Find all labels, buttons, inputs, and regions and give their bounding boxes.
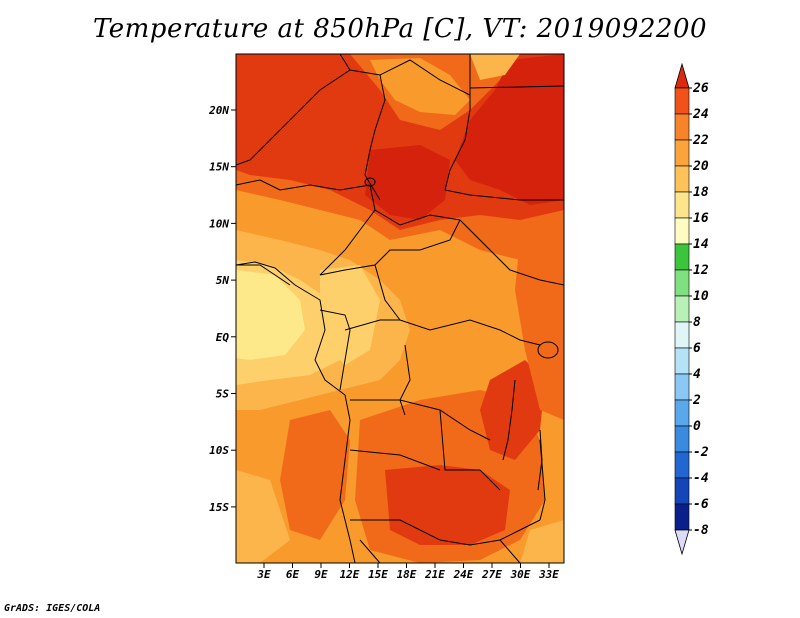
lon-tick-label: 12E bbox=[340, 568, 360, 581]
border-lines bbox=[235, 53, 565, 564]
colorbar-label: 6 bbox=[693, 341, 701, 356]
colorbar-swatch bbox=[674, 243, 690, 271]
grads-credit: GrADS: IGES/COLA bbox=[4, 603, 101, 614]
colorbar-swatch bbox=[674, 113, 690, 141]
colorbar-label: -2 bbox=[693, 445, 709, 460]
colorbar-swatch bbox=[674, 321, 690, 349]
colorbar-top-arrow bbox=[674, 62, 690, 89]
field-southwest-warm bbox=[280, 410, 350, 540]
field-southwest-mild bbox=[236, 470, 290, 563]
colorbar-swatch bbox=[674, 399, 690, 427]
colorbar-label: 16 bbox=[693, 211, 709, 226]
lon-tick-label: 24E bbox=[453, 568, 474, 581]
colorbar-swatch bbox=[674, 477, 690, 505]
colorbar-swatch bbox=[674, 373, 690, 401]
colorbar-label: 18 bbox=[693, 185, 709, 200]
colorbar-label: 10 bbox=[693, 289, 709, 304]
field-gabon-cool bbox=[320, 265, 380, 365]
colorbar-label: 24 bbox=[692, 107, 709, 122]
country-borders bbox=[235, 53, 565, 564]
lat-tick-label: 5N bbox=[216, 274, 230, 287]
lon-tick-label: 21E bbox=[424, 568, 445, 581]
lon-tick-label: 3E bbox=[256, 568, 271, 581]
field-north-cooler bbox=[370, 58, 470, 115]
field-zambia-hot bbox=[385, 465, 510, 545]
lat-tick-label: 5S bbox=[216, 388, 230, 401]
colorbar-label: -4 bbox=[693, 471, 709, 486]
lat-tick-label: 15N bbox=[209, 161, 229, 174]
colorbar-label: 4 bbox=[693, 367, 701, 382]
temperature-field bbox=[236, 54, 564, 563]
colorbar-label: -6 bbox=[693, 497, 709, 512]
coastline bbox=[235, 261, 356, 564]
colorbar-label: 22 bbox=[692, 133, 709, 148]
latitude-axis: 20N 15N 10N 5N EQ 5S 10S 15S bbox=[208, 104, 236, 514]
field-east-hottest bbox=[455, 54, 564, 205]
lon-tick-label: 6E bbox=[286, 568, 300, 581]
field-east-coast-warm bbox=[515, 230, 564, 420]
colorbar-swatch bbox=[674, 139, 690, 167]
colorbar-label: 14 bbox=[693, 237, 709, 252]
lat-tick-label: EQ bbox=[216, 331, 230, 344]
colorbar-label: 2 bbox=[692, 393, 701, 408]
colorbar-swatch bbox=[674, 87, 690, 115]
lon-tick-label: 27E bbox=[481, 568, 502, 581]
lakes bbox=[364, 177, 559, 491]
field-sudan-core bbox=[365, 145, 450, 220]
lon-tick-label: 9E bbox=[314, 568, 328, 581]
colorbar-swatch bbox=[674, 217, 690, 245]
colorbar-swatch bbox=[674, 347, 690, 375]
colorbar-swatch bbox=[674, 451, 690, 479]
map-frame bbox=[235, 53, 565, 564]
colorbar-swatch bbox=[674, 269, 690, 297]
colorbar-swatch bbox=[674, 295, 690, 323]
colorbar-label: 8 bbox=[693, 315, 701, 330]
lake-tanganyika bbox=[502, 379, 516, 461]
lon-tick-label: 15E bbox=[368, 568, 388, 581]
colorbar-swatch bbox=[674, 425, 690, 453]
lat-tick-label: 10S bbox=[209, 444, 229, 457]
colorbar-swatch bbox=[674, 165, 690, 193]
colorbar-swatch bbox=[674, 503, 690, 531]
colorbar-bottom-arrow bbox=[674, 529, 690, 556]
lat-tick-label: 10N bbox=[209, 217, 229, 230]
field-gulf-core bbox=[236, 270, 305, 360]
lat-tick-label: 15S bbox=[209, 501, 229, 514]
lake-malawi bbox=[537, 429, 543, 491]
colorbar-label: -8 bbox=[693, 523, 709, 538]
colorbar-swatch bbox=[674, 191, 690, 219]
lat-tick-label: 20N bbox=[208, 104, 229, 117]
lon-tick-label: 33E bbox=[538, 568, 559, 581]
field-south-mild bbox=[520, 520, 564, 563]
colorbar-label: 0 bbox=[693, 419, 701, 434]
lon-tick-label: 18E bbox=[397, 568, 417, 581]
lake-chad bbox=[364, 177, 376, 187]
colorbar-label: 20 bbox=[692, 159, 709, 174]
longitude-axis: 3E 6E 9E 12E 15E 18E 21E 24E 27E 30E 33E bbox=[256, 563, 559, 581]
colorbar-label: 12 bbox=[693, 263, 709, 278]
lake-victoria bbox=[537, 341, 559, 359]
colorbar-label: 26 bbox=[692, 81, 709, 96]
lon-tick-label: 30E bbox=[510, 568, 531, 581]
field-north-mild bbox=[470, 54, 520, 80]
chart-title: Temperature at 850hPa [C], VT: 201909220… bbox=[92, 14, 708, 44]
